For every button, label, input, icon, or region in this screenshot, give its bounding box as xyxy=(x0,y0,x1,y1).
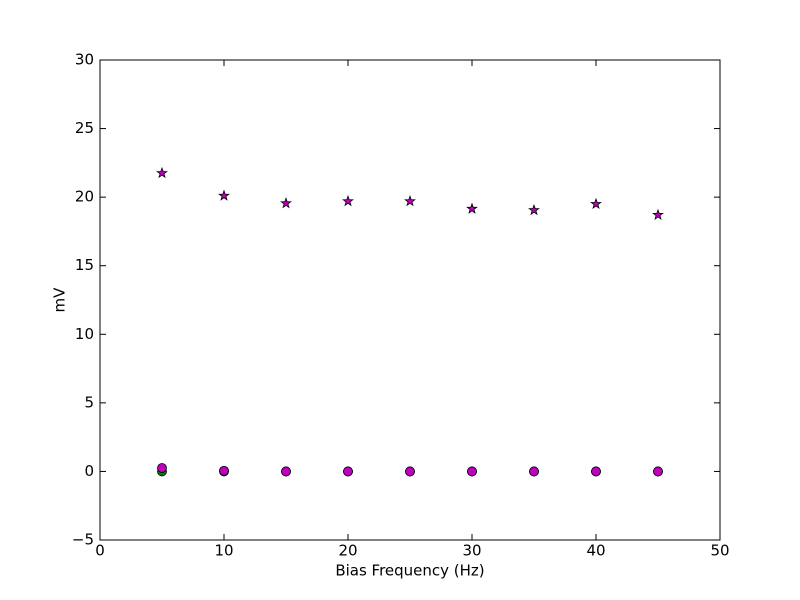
y-tick-label: 20 xyxy=(75,188,94,206)
x-tick-label: 40 xyxy=(586,542,605,560)
x-tick-label: 30 xyxy=(462,542,481,560)
circle-marker xyxy=(405,466,415,477)
star-marker xyxy=(342,195,354,207)
y-tick-label: 0 xyxy=(84,462,94,480)
circle-marker xyxy=(529,466,539,477)
x-axis-label: Bias Frequency (Hz) xyxy=(335,562,484,580)
y-tick-label: −5 xyxy=(72,531,94,549)
circle-marker xyxy=(219,465,229,476)
star-marker xyxy=(156,166,168,179)
y-tick-label: 10 xyxy=(75,325,94,343)
plot-frame xyxy=(99,59,721,541)
x-tick-label: 10 xyxy=(214,542,233,560)
circle-marker xyxy=(157,463,167,473)
star-marker xyxy=(218,189,230,201)
circle-marker xyxy=(653,466,663,477)
x-tick-label: 50 xyxy=(710,542,729,560)
y-axis-label: mV xyxy=(51,287,69,313)
star-marker xyxy=(528,203,540,216)
y-tick-label: 30 xyxy=(75,51,94,69)
star-marker xyxy=(404,195,416,207)
star-marker xyxy=(466,202,478,214)
y-tick-label: 15 xyxy=(75,256,94,274)
circle-marker xyxy=(343,466,353,477)
star-marker xyxy=(652,208,664,221)
star-marker xyxy=(280,197,292,209)
circle-marker xyxy=(281,466,291,477)
x-tick-label: 20 xyxy=(338,542,357,560)
y-tick-label: 5 xyxy=(84,393,94,411)
star-marker xyxy=(590,197,602,210)
x-tick-label: 0 xyxy=(95,542,105,560)
circle-marker xyxy=(591,466,601,477)
circle-marker xyxy=(467,466,477,477)
y-tick-label: 25 xyxy=(75,119,94,137)
